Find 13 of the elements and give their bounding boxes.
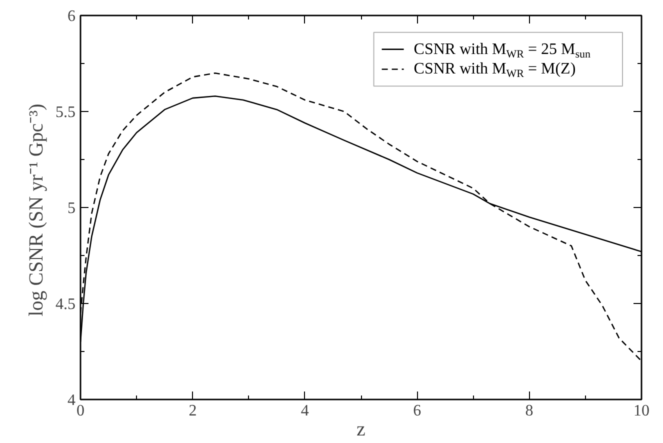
y-tick-label: 5.5 [56, 104, 76, 121]
y-axis-title: log CSNR (SN yr⁻¹ Gpc⁻³) [26, 104, 48, 316]
y-tick-label: 4 [68, 392, 76, 409]
x-tick-label: 4 [300, 402, 309, 420]
x-tick-label: 2 [188, 402, 197, 420]
x-tick-label: 10 [634, 402, 650, 420]
x-tick-label: 6 [413, 402, 422, 420]
x-tick-label: 0 [76, 402, 84, 420]
x-tick-label: 8 [525, 402, 534, 420]
y-tick-label: 5 [68, 200, 76, 217]
y-tick-label: 4.5 [56, 296, 76, 313]
x-axis-title: z [356, 418, 366, 440]
y-tick-label: 6 [68, 8, 76, 25]
